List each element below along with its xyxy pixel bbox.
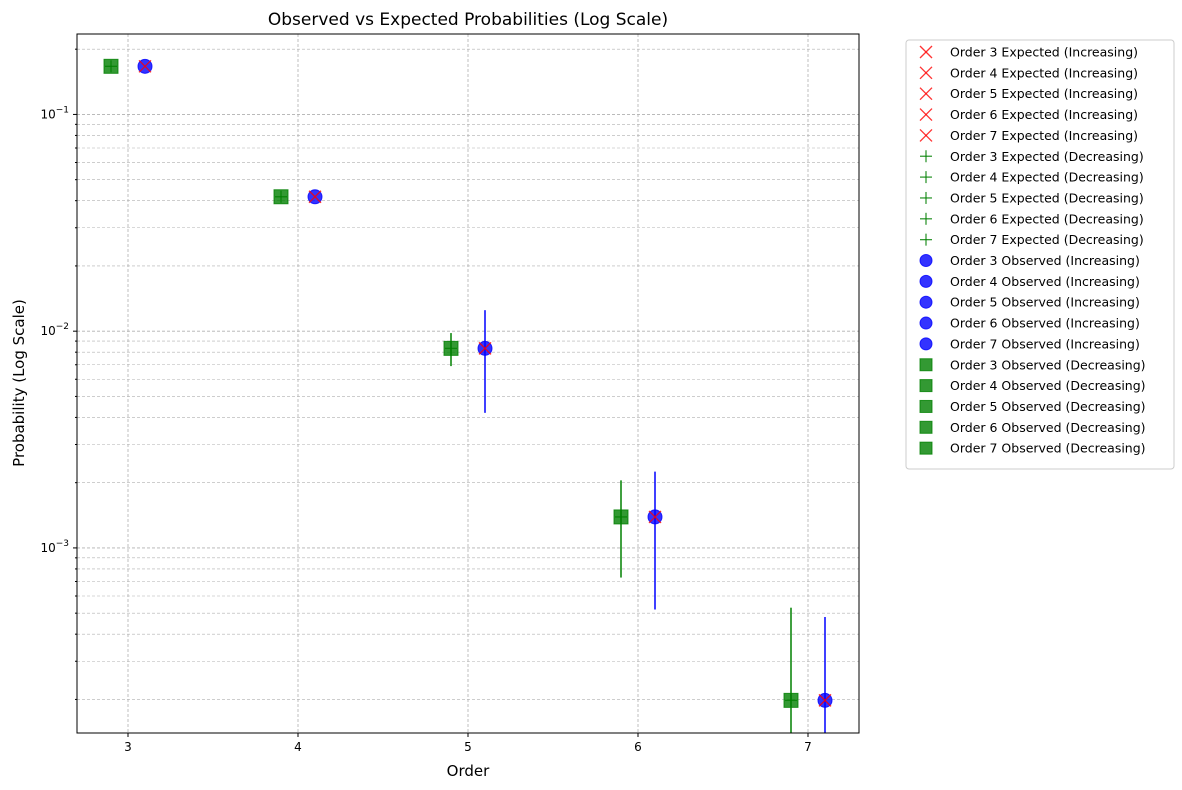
legend-marker bbox=[919, 316, 933, 330]
chart-title: Observed vs Expected Probabilities (Log … bbox=[268, 10, 668, 30]
expected-decreasing-point bbox=[445, 342, 457, 355]
plot-frame bbox=[76, 33, 860, 734]
legend-item: Order 3 Expected (Decreasing) bbox=[920, 149, 1144, 164]
marker-x-stroke bbox=[919, 66, 933, 80]
legend-marker bbox=[919, 254, 933, 267]
legend-label: Order 3 Expected (Increasing) bbox=[950, 45, 1138, 60]
legend-item: Order 7 Expected (Increasing) bbox=[919, 128, 1138, 143]
legend-label: Order 3 Expected (Decreasing) bbox=[950, 149, 1144, 164]
legend-marker bbox=[920, 191, 932, 204]
legend-item: Order 7 Expected (Decreasing) bbox=[920, 232, 1144, 247]
legend-marker bbox=[920, 150, 932, 163]
expected-decreasing-point bbox=[275, 190, 287, 203]
legend-item: Order 4 Observed (Increasing) bbox=[919, 274, 1140, 289]
expected-decreasing-point bbox=[785, 694, 797, 707]
legend-marker bbox=[919, 379, 933, 393]
x-axis-label: Order bbox=[447, 762, 490, 780]
legend-item: Order 6 Observed (Decreasing) bbox=[919, 420, 1146, 435]
legend-box bbox=[905, 39, 1175, 470]
legend-label: Order 5 Expected (Decreasing) bbox=[950, 190, 1144, 205]
legend-marker bbox=[920, 233, 932, 246]
legend-label: Order 5 Observed (Increasing) bbox=[950, 295, 1140, 310]
legend-label: Order 4 Observed (Increasing) bbox=[950, 274, 1140, 289]
plot-marks bbox=[103, 58, 833, 733]
expected-increasing-point bbox=[478, 341, 492, 355]
marker-x-stroke bbox=[138, 59, 152, 73]
legend-marker bbox=[919, 108, 933, 122]
legend-label: Order 4 Observed (Decreasing) bbox=[950, 378, 1146, 393]
legend-item: Order 5 Expected (Decreasing) bbox=[920, 190, 1144, 205]
legend-label: Order 5 Observed (Decreasing) bbox=[950, 399, 1146, 414]
marker-x-stroke bbox=[478, 341, 492, 355]
expected-decreasing-point bbox=[615, 510, 627, 523]
legend-marker bbox=[919, 399, 933, 413]
legend: Order 3 Expected (Increasing) Order 4 Exp… bbox=[905, 39, 1175, 470]
expected-increasing-point bbox=[818, 693, 832, 707]
legend-label: Order 7 Observed (Decreasing) bbox=[950, 441, 1146, 456]
legend-label: Order 6 Observed (Decreasing) bbox=[950, 420, 1146, 435]
legend-marker bbox=[919, 295, 933, 309]
y-axis-label: Probability (Log Scale) bbox=[10, 299, 28, 467]
legend-item: Order 5 Observed (Increasing) bbox=[919, 295, 1140, 310]
x-tick-label: 7 bbox=[804, 740, 812, 754]
expected-increasing-point bbox=[308, 190, 322, 204]
legend-item: Order 6 Expected (Increasing) bbox=[919, 107, 1138, 122]
marker-x-stroke bbox=[919, 108, 933, 122]
legend-item: Order 3 Expected (Increasing) bbox=[919, 45, 1138, 60]
legend-marker bbox=[920, 171, 932, 184]
legend-label: Order 6 Expected (Decreasing) bbox=[950, 211, 1144, 226]
legend-label: Order 4 Expected (Increasing) bbox=[950, 65, 1138, 80]
legend-label: Order 4 Expected (Decreasing) bbox=[950, 170, 1144, 185]
legend-label: Order 6 Observed (Increasing) bbox=[950, 316, 1140, 331]
legend-marker bbox=[919, 274, 933, 288]
grid bbox=[77, 34, 859, 733]
legend-label: Order 5 Expected (Increasing) bbox=[950, 86, 1138, 101]
x-tick-label: 3 bbox=[124, 740, 132, 754]
x-tick-label: 6 bbox=[634, 740, 642, 754]
legend-label: Order 6 Expected (Increasing) bbox=[950, 107, 1138, 122]
legend-label: Order 7 Expected (Decreasing) bbox=[950, 232, 1144, 247]
legend-item: Order 5 Expected (Increasing) bbox=[919, 86, 1138, 101]
legend-item: Order 6 Observed (Increasing) bbox=[919, 316, 1140, 331]
x-tick-label: 5 bbox=[464, 740, 472, 754]
axis-ticks: 3 4 5 6 7 10−3 10−2 10−1 bbox=[40, 48, 812, 754]
legend-item: Order 4 Expected (Decreasing) bbox=[920, 170, 1144, 185]
y-tick-label: 10−1 bbox=[40, 105, 69, 121]
marker-x-stroke bbox=[818, 693, 832, 707]
marker-x-stroke bbox=[308, 190, 322, 204]
marker-x-stroke bbox=[919, 87, 933, 101]
marker-x-stroke bbox=[648, 510, 662, 524]
y-tick-label: 10−2 bbox=[40, 322, 69, 338]
legend-marker bbox=[919, 420, 933, 434]
legend-item: Order 7 Observed (Decreasing) bbox=[919, 441, 1146, 456]
legend-marker bbox=[919, 66, 933, 80]
legend-label: Order 7 Expected (Increasing) bbox=[950, 128, 1138, 143]
legend-item: Order 5 Observed (Decreasing) bbox=[919, 399, 1146, 414]
legend-item: Order 4 Observed (Decreasing) bbox=[919, 378, 1146, 393]
legend-marker bbox=[919, 45, 933, 59]
legend-label: Order 7 Observed (Increasing) bbox=[950, 336, 1140, 351]
expected-increasing-point bbox=[138, 59, 152, 73]
legend-marker bbox=[920, 212, 932, 225]
legend-marker bbox=[919, 441, 933, 455]
legend-label: Order 3 Observed (Decreasing) bbox=[950, 357, 1146, 372]
marker-x-stroke bbox=[919, 45, 933, 59]
legend-item: Order 3 Observed (Decreasing) bbox=[919, 357, 1146, 372]
marker-x-stroke bbox=[919, 128, 933, 142]
legend-item: Order 4 Expected (Increasing) bbox=[919, 65, 1138, 80]
legend-marker bbox=[919, 87, 933, 101]
y-tick-label: 10−3 bbox=[40, 539, 69, 555]
legend-marker bbox=[919, 337, 933, 351]
legend-item: Order 6 Expected (Decreasing) bbox=[920, 211, 1144, 226]
x-tick-label: 4 bbox=[294, 740, 302, 754]
expected-decreasing-point bbox=[105, 60, 117, 73]
expected-increasing-point bbox=[648, 510, 662, 524]
legend-item: Order 3 Observed (Increasing) bbox=[919, 253, 1140, 268]
legend-marker bbox=[919, 358, 933, 372]
legend-item: Order 7 Observed (Increasing) bbox=[919, 336, 1140, 351]
legend-marker bbox=[919, 128, 933, 142]
legend-label: Order 3 Observed (Increasing) bbox=[950, 253, 1140, 268]
